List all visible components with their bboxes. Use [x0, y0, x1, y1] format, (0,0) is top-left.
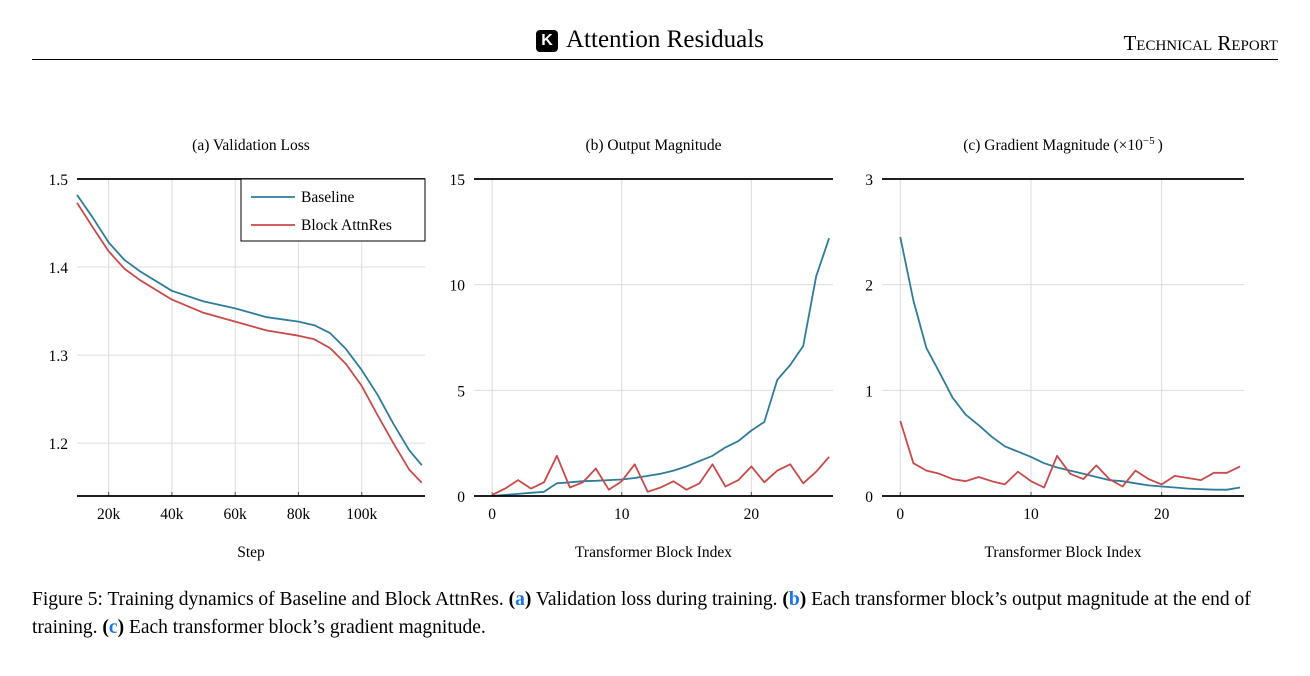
ref-c-link[interactable]: c — [108, 617, 118, 638]
caption-a: Validation loss during training. — [531, 589, 783, 610]
y-tick-label: 15 — [450, 172, 466, 189]
y-tick-label: 1.3 — [49, 348, 69, 365]
y-tick-label: 3 — [865, 172, 873, 189]
x-tick-label: 20k — [97, 506, 121, 523]
legend-label: Baseline — [301, 189, 354, 206]
y-tick-label: 0 — [865, 489, 873, 506]
legend-box — [240, 178, 426, 242]
ref-a-link[interactable]: a — [515, 589, 525, 610]
x-tick-label: 60k — [224, 506, 248, 523]
x-tick-label: 0 — [488, 506, 496, 523]
title-end: ) — [1158, 137, 1163, 154]
chart-title: (a) Validation Loss — [192, 137, 310, 154]
title-exponent: −5 — [1143, 135, 1155, 147]
x-tick-label: 10 — [1023, 506, 1039, 523]
y-tick-label: 0 — [457, 489, 465, 506]
y-tick-label: 1.5 — [49, 172, 69, 189]
series-line-baseline — [76, 194, 423, 466]
chart-title: (c) Gradient Magnitude (×10−5) — [963, 135, 1163, 154]
x-axis-label: Transformer Block Index — [575, 544, 732, 561]
x-tick-label: 20 — [744, 506, 760, 523]
y-tick-label: 1.2 — [49, 436, 68, 453]
x-axis-label: Step — [237, 544, 265, 561]
series-line-baseline — [492, 237, 830, 497]
report-type: Technical Report — [1123, 31, 1278, 55]
x-tick-label: 20 — [1154, 506, 1170, 523]
y-tick-label: 5 — [457, 383, 465, 400]
y-tick-label: 1 — [865, 383, 873, 400]
series-line-block-attnres — [491, 454, 830, 496]
chart-title: (b) Output Magnitude — [585, 137, 721, 154]
x-tick-label: 10 — [614, 506, 630, 523]
x-tick-label: 40k — [160, 506, 184, 523]
header-rule — [32, 59, 1278, 60]
y-tick-label: 1.4 — [49, 260, 69, 277]
figure-caption: Figure 5: Training dynamics of Baseline … — [32, 589, 1251, 638]
y-tick-label: 2 — [865, 278, 873, 295]
x-axis-label: Transformer Block Index — [985, 544, 1142, 561]
series-line-baseline — [899, 236, 1241, 491]
series-line-block-attnres — [76, 202, 423, 484]
legend-label: Block AttnRes — [301, 217, 392, 234]
caption-prefix: Figure 5: Training dynamics of Baseline … — [32, 589, 509, 610]
caption-b: Each transformer block’s output magnitud… — [32, 589, 1251, 638]
logo-icon: K — [536, 30, 558, 52]
y-tick-label: 10 — [450, 278, 466, 295]
series-line-block-attnres — [899, 420, 1241, 489]
running-title: Attention Residuals — [566, 26, 764, 53]
x-tick-label: 80k — [287, 506, 311, 523]
x-tick-label: 0 — [896, 506, 904, 523]
caption-c: Each transformer block’s gradient magnit… — [124, 617, 486, 638]
x-tick-label: 100k — [346, 506, 377, 523]
ref-b-link[interactable]: b — [788, 589, 800, 610]
